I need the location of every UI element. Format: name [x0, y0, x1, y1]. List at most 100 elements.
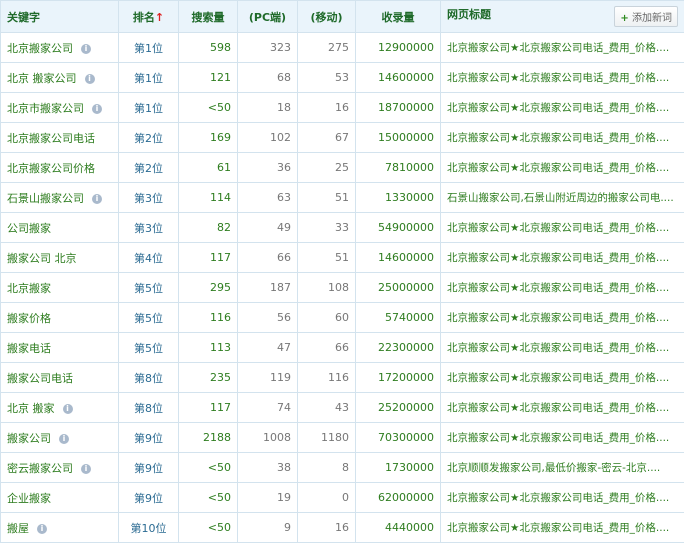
- mobile-volume-cell-text: 0: [342, 491, 349, 504]
- keyword-cell[interactable]: 北京搬家: [1, 273, 119, 303]
- page-title-cell[interactable]: 北京搬家公司★北京搬家公司电话_费用_价格....: [441, 363, 684, 393]
- keyword-cell[interactable]: 北京搬家公司电话: [1, 123, 119, 153]
- page-title-cell[interactable]: 北京搬家公司★北京搬家公司电话_费用_价格....: [441, 33, 684, 63]
- page-title-cell[interactable]: 北京搬家公司★北京搬家公司电话_费用_价格....: [441, 243, 684, 273]
- page-title-cell[interactable]: 北京搬家公司★北京搬家公司电话_费用_价格....: [441, 483, 684, 513]
- keyword-cell-text: 搬屋: [7, 522, 29, 535]
- page-title-cell[interactable]: 北京搬家公司★北京搬家公司电话_费用_价格....: [441, 513, 684, 543]
- keyword-cell[interactable]: 北京搬家公司价格: [1, 153, 119, 183]
- header-mobile[interactable]: (移动): [298, 1, 356, 33]
- keyword-cell-text: 北京搬家公司价格: [7, 162, 95, 175]
- keyword-cell-text: 搬家公司: [7, 432, 51, 445]
- header-search-volume[interactable]: 搜索量: [179, 1, 238, 33]
- rank-cell-text: 第10位: [131, 522, 167, 535]
- page-title-cell[interactable]: 北京搬家公司★北京搬家公司电话_费用_价格....: [441, 273, 684, 303]
- pc-volume-cell: 119: [238, 363, 298, 393]
- rank-cell-text: 第9位: [134, 432, 163, 445]
- mobile-volume-cell-text: 1180: [321, 431, 349, 444]
- page-title-cell[interactable]: 北京搬家公司★北京搬家公司电话_费用_价格....: [441, 423, 684, 453]
- pc-volume-cell-text: 49: [277, 221, 291, 234]
- info-icon[interactable]: i: [85, 74, 95, 84]
- info-icon[interactable]: i: [92, 194, 102, 204]
- keyword-cell[interactable]: 公司搬家: [1, 213, 119, 243]
- rank-cell-text: 第1位: [134, 42, 163, 55]
- rank-cell: 第3位: [119, 213, 179, 243]
- info-icon[interactable]: i: [37, 524, 47, 534]
- page-title-cell-text: 北京搬家公司★北京搬家公司电话_费用_价格....: [447, 42, 669, 54]
- mobile-volume-cell: 67: [298, 123, 356, 153]
- indexed-count-cell-text: 70300000: [378, 431, 434, 444]
- search-volume-cell: 295: [179, 273, 238, 303]
- search-volume-cell: 235: [179, 363, 238, 393]
- keyword-cell[interactable]: 搬屋 i: [1, 513, 119, 543]
- mobile-volume-cell-text: 108: [328, 281, 349, 294]
- header-indexed[interactable]: 收录量: [356, 1, 441, 33]
- search-volume-cell-text: 598: [210, 41, 231, 54]
- mobile-volume-cell-text: 51: [335, 251, 349, 264]
- rank-cell: 第2位: [119, 153, 179, 183]
- mobile-volume-cell: 51: [298, 243, 356, 273]
- search-volume-cell: <50: [179, 483, 238, 513]
- info-icon[interactable]: i: [59, 434, 69, 444]
- info-icon[interactable]: i: [81, 44, 91, 54]
- keyword-cell[interactable]: 搬家公司 i: [1, 423, 119, 453]
- page-title-cell[interactable]: 北京搬家公司★北京搬家公司电话_费用_价格....: [441, 153, 684, 183]
- rank-cell: 第4位: [119, 243, 179, 273]
- search-volume-cell-text: 117: [210, 251, 231, 264]
- page-title-cell[interactable]: 北京搬家公司★北京搬家公司电话_费用_价格....: [441, 393, 684, 423]
- indexed-count-cell: 14600000: [356, 243, 441, 273]
- keyword-cell[interactable]: 搬家价格: [1, 303, 119, 333]
- search-volume-cell-text: <50: [208, 461, 231, 474]
- info-icon[interactable]: i: [92, 104, 102, 114]
- header-pc[interactable]: (PC端): [238, 1, 298, 33]
- page-title-cell-text: 北京搬家公司★北京搬家公司电话_费用_价格....: [447, 102, 669, 114]
- info-icon[interactable]: i: [63, 404, 73, 414]
- page-title-cell[interactable]: 北京搬家公司★北京搬家公司电话_费用_价格....: [441, 93, 684, 123]
- indexed-count-cell: 22300000: [356, 333, 441, 363]
- page-title-cell[interactable]: 石景山搬家公司,石景山附近周边的搬家公司电....: [441, 183, 684, 213]
- info-icon[interactable]: i: [81, 464, 91, 474]
- page-title-cell[interactable]: 北京搬家公司★北京搬家公司电话_费用_价格....: [441, 123, 684, 153]
- mobile-volume-cell: 66: [298, 333, 356, 363]
- rank-cell: 第8位: [119, 393, 179, 423]
- mobile-volume-cell: 0: [298, 483, 356, 513]
- page-title-cell-text: 北京搬家公司★北京搬家公司电话_费用_价格....: [447, 222, 669, 234]
- header-keyword[interactable]: 关键字: [1, 1, 119, 33]
- pc-volume-cell: 9: [238, 513, 298, 543]
- add-keyword-button[interactable]: + 添加新词: [614, 6, 678, 27]
- indexed-count-cell-text: 14600000: [378, 71, 434, 84]
- keyword-cell[interactable]: 搬家公司电话: [1, 363, 119, 393]
- keyword-cell[interactable]: 搬家公司 北京: [1, 243, 119, 273]
- page-title-cell[interactable]: 北京顺顺发搬家公司,最低价搬家-密云-北京....: [441, 453, 684, 483]
- indexed-count-cell-text: 62000000: [378, 491, 434, 504]
- pc-volume-cell: 36: [238, 153, 298, 183]
- page-title-cell[interactable]: 北京搬家公司★北京搬家公司电话_费用_价格....: [441, 333, 684, 363]
- page-title-cell-text: 北京搬家公司★北京搬家公司电话_费用_价格....: [447, 282, 669, 294]
- page-title-cell[interactable]: 北京搬家公司★北京搬家公司电话_费用_价格....: [441, 303, 684, 333]
- rank-cell: 第5位: [119, 333, 179, 363]
- indexed-count-cell: 1330000: [356, 183, 441, 213]
- keyword-cell[interactable]: 搬家电话: [1, 333, 119, 363]
- keyword-cell[interactable]: 企业搬家: [1, 483, 119, 513]
- page-title-cell-text: 北京顺顺发搬家公司,最低价搬家-密云-北京....: [447, 462, 660, 474]
- keyword-cell-text: 公司搬家: [7, 222, 51, 235]
- header-rank[interactable]: 排名↑: [119, 1, 179, 33]
- page-title-cell[interactable]: 北京搬家公司★北京搬家公司电话_费用_价格....: [441, 63, 684, 93]
- rank-cell-text: 第8位: [134, 402, 163, 415]
- search-volume-cell: 114: [179, 183, 238, 213]
- sort-arrow-up-icon: ↑: [155, 11, 164, 24]
- pc-volume-cell-text: 38: [277, 461, 291, 474]
- pc-volume-cell-text: 187: [270, 281, 291, 294]
- page-title-cell[interactable]: 北京搬家公司★北京搬家公司电话_费用_价格....: [441, 213, 684, 243]
